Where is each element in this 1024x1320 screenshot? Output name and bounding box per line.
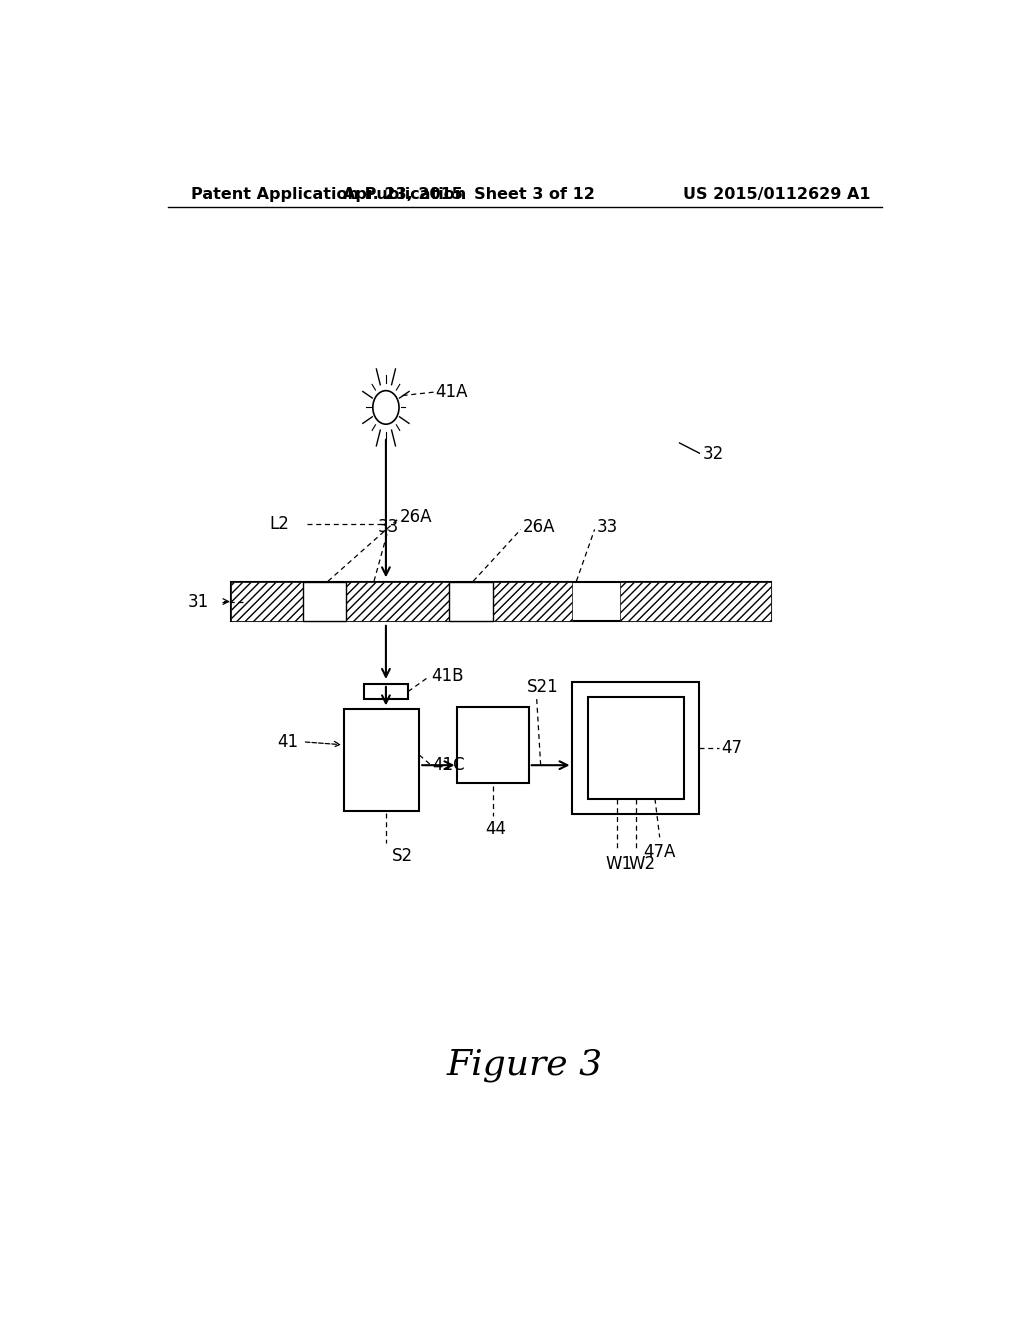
Text: 26A: 26A [523,519,556,536]
Text: W2: W2 [628,854,655,873]
Text: L2: L2 [269,515,289,533]
Text: 47A: 47A [643,842,676,861]
Text: US 2015/0112629 A1: US 2015/0112629 A1 [683,187,870,202]
Text: S21: S21 [526,678,558,696]
Bar [620,582,771,620]
Text: 41C: 41C [433,756,465,775]
Text: 44: 44 [485,820,506,838]
Text: 31: 31 [187,593,209,611]
Text: W1: W1 [605,854,632,873]
Bar [450,582,494,620]
Text: Apr. 23, 2015  Sheet 3 of 12: Apr. 23, 2015 Sheet 3 of 12 [343,187,595,202]
Text: 41: 41 [278,733,298,751]
Bar [365,684,409,700]
Bar [231,582,771,620]
Bar [588,697,684,799]
Bar [344,709,419,810]
Text: 47: 47 [721,739,741,756]
Text: Patent Application Publication: Patent Application Publication [191,187,467,202]
Text: S2: S2 [392,846,414,865]
Text: 26A: 26A [400,508,433,527]
Bar [346,582,450,620]
Bar [572,682,699,814]
Text: 33: 33 [597,519,618,536]
Bar [303,582,346,620]
Bar [458,708,528,784]
Text: 33: 33 [378,519,399,536]
Bar [231,582,303,620]
Text: Figure 3: Figure 3 [446,1048,603,1082]
Bar [494,582,572,620]
Circle shape [373,391,399,424]
Text: 41A: 41A [435,383,468,401]
Text: 41B: 41B [431,667,464,685]
Text: 32: 32 [702,445,724,463]
